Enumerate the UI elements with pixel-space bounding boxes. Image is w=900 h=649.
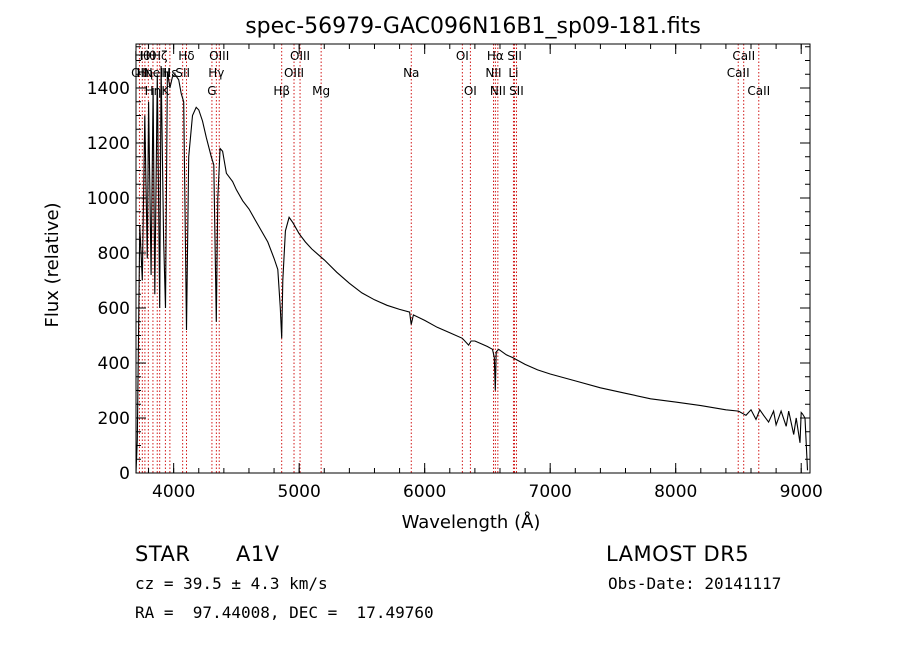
marker-label: SII [507, 49, 522, 63]
x-axis-label: Wavelength (Å) [402, 511, 541, 533]
x-tick-label: 9000 [780, 482, 823, 502]
x-tick-label: 4000 [152, 482, 195, 502]
marker-label: NII [490, 84, 506, 98]
marker-label: OI [464, 84, 477, 98]
marker-label: CaII [732, 49, 755, 63]
marker-label: Hα [487, 49, 504, 63]
marker-label: Hβ [273, 84, 290, 98]
object-subclass: A1V [236, 542, 280, 566]
marker-label: Li [508, 66, 518, 80]
marker-label: OIII [284, 66, 304, 80]
marker-label: SII [175, 66, 190, 80]
redshift-velocity: cz = 39.5 ± 4.3 km/s [135, 574, 328, 593]
y-tick-label: 1200 [87, 134, 130, 154]
spectral-line-markers [138, 44, 760, 473]
marker-label: G [207, 84, 216, 98]
y-axis-label: Flux (relative) [42, 202, 63, 327]
x-tick-label: 8000 [654, 482, 697, 502]
marker-label: Hη [137, 66, 154, 80]
spectrum-line [135, 65, 809, 474]
marker-label: Hγ [208, 66, 224, 80]
spectral-line-labels: OIIHθHηHθHηNeIIIHζKHεSIIHδGHγOIIIHβOIIIO… [131, 49, 770, 98]
y-tick-label: 800 [98, 244, 130, 264]
survey-name: LAMOST DR5 [606, 542, 750, 566]
marker-label: Hδ [178, 49, 194, 63]
y-tick-label: 1000 [87, 189, 130, 209]
y-tick-label: 400 [98, 354, 130, 374]
y-axis-ticks: 0 200 400 600 800 1000 1200 1400 [87, 46, 810, 484]
marker-label: Hθ [134, 49, 150, 63]
sky-coordinates: RA = 97.44008, DEC = 17.49760 [135, 603, 434, 622]
y-tick-label: 600 [98, 299, 130, 319]
x-tick-label: 7000 [529, 482, 572, 502]
x-tick-label: 5000 [278, 482, 321, 502]
marker-label: Hε [162, 66, 178, 80]
chart-title: spec-56979-GAC096N16B1_sp09-181.fits [245, 14, 701, 39]
marker-label: OI [456, 49, 469, 63]
marker-label: Hθ [140, 49, 156, 63]
marker-label: OII [131, 66, 148, 80]
marker-label: NeIII [144, 66, 171, 80]
plot-frame [135, 43, 811, 474]
marker-label: CaII [747, 84, 770, 98]
marker-label: OIII [209, 49, 229, 63]
marker-label: CaII [727, 66, 750, 80]
marker-label: Hζ [152, 49, 168, 63]
marker-label: SII [509, 84, 524, 98]
x-axis-ticks: 4000 5000 6000 7000 8000 9000 [148, 44, 823, 502]
marker-label: K [161, 84, 170, 98]
x-tick-label: 6000 [403, 482, 446, 502]
marker-label: NII [485, 66, 501, 80]
marker-label: OIII [290, 49, 310, 63]
object-class: STAR [135, 542, 191, 566]
observation-date: Obs-Date: 20141117 [608, 574, 782, 593]
y-tick-label: 0 [119, 464, 130, 484]
plot-border [135, 43, 811, 474]
y-tick-label: 200 [98, 409, 130, 429]
y-tick-label: 1400 [87, 79, 130, 99]
marker-label: Mg [312, 84, 330, 98]
marker-label: Na [403, 66, 419, 80]
